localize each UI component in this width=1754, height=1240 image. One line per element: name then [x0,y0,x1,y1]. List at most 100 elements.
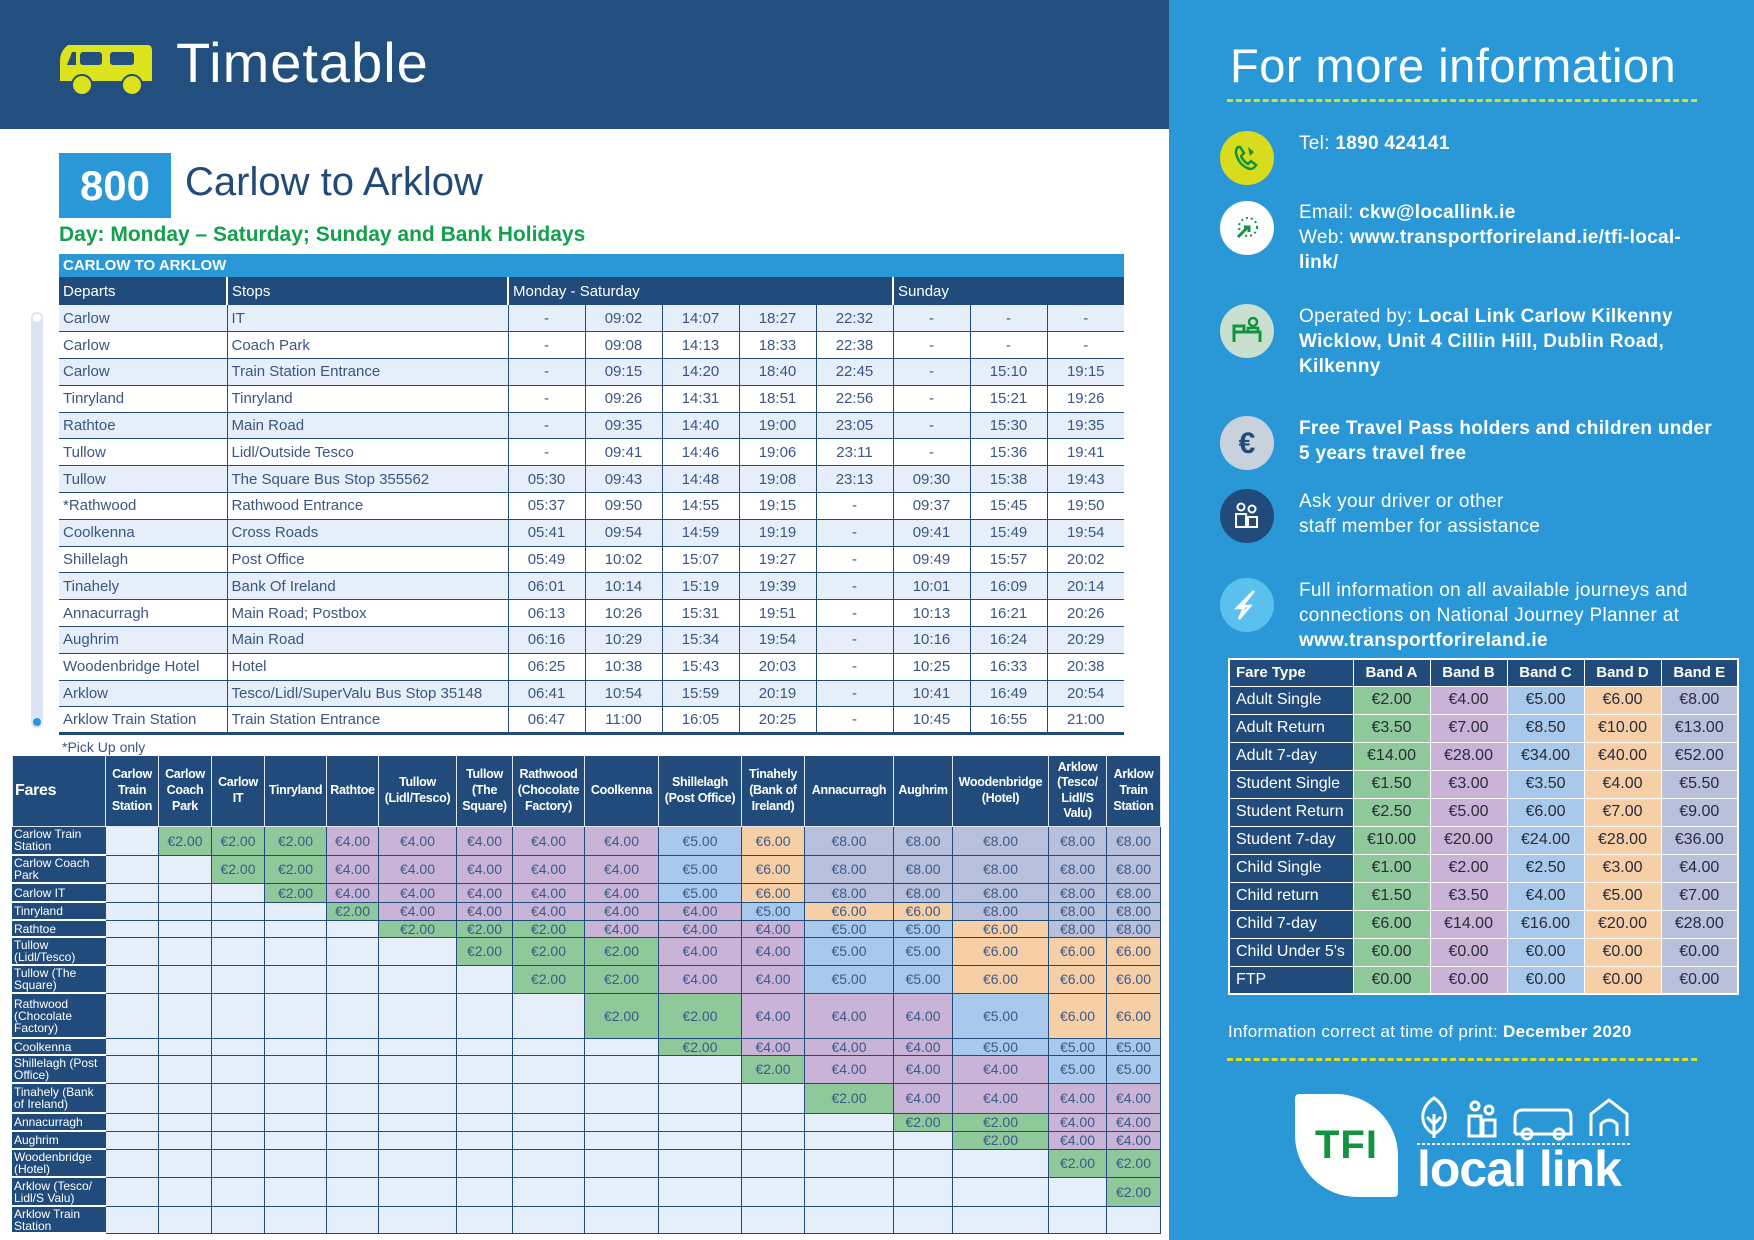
fare-cell [584,1205,659,1234]
web-click-icon [1220,201,1274,255]
fare-cell: €8.00 [1106,882,1161,903]
fare-column-header: Tullow (Lidl/Tesco) [378,756,457,827]
departs-cell: Tullow [59,465,228,494]
timetable-row: Carlow IT -09:02 14:07 18:27 22:32- - - [59,305,1124,333]
band-fare-cell: €24.00 [1506,825,1585,855]
band-fare-cell: €0.00 [1352,937,1431,967]
fare-cell: €6.00 [741,854,805,884]
fare-cell: €4.00 [741,964,805,994]
band-fare-cell: €40.00 [1583,741,1662,771]
fare-cell: €5.00 [1048,1054,1107,1084]
time-cell: 10:01 [893,572,971,601]
col-departs: Departs [59,277,227,305]
fare-cell [512,1082,585,1114]
stop-cell: Tinryland [227,385,509,413]
time-cell: 09:54 [585,519,663,547]
fare-cell [804,1205,894,1234]
fare-cell [741,1176,805,1207]
operating-days: Day: Monday – Saturday; Sunday and Bank … [59,223,586,246]
info-text-5: Full information on all available journe… [1299,578,1719,653]
time-cell: - [816,626,894,654]
fare-column-header: Rathwood (Chocolate Factory) [512,756,585,827]
fare-cell [264,1037,327,1056]
fare-cell: €2.00 [378,919,457,938]
fare-cell: €2.00 [264,854,327,884]
fare-cell [211,1037,265,1056]
fare-cell [326,992,379,1039]
time-cell: 19:39 [739,572,817,601]
timetable-table: Departs Stops Monday - Saturday Sunday C… [59,277,1124,736]
fare-cell [211,1112,265,1132]
fare-cell [264,1130,327,1150]
fare-cell [105,919,159,938]
route-timeline [31,312,43,728]
band-row: Adult 7-day €14.00 €28.00 €34.00 €40.00 €52.0… [1228,741,1739,771]
fare-cell [456,1148,513,1178]
time-cell: 19:43 [1047,465,1124,494]
fare-column-header: Rathtoe [326,756,379,827]
fare-row-label: Aughrim [12,1130,106,1150]
time-cell: 06:47 [508,706,586,736]
phone-icon [1220,131,1274,185]
time-cell: 11:00 [585,706,663,736]
fare-cell: €2.00 [512,964,585,994]
fare-type-label: Child 7-day [1228,909,1354,939]
fare-cell [264,1176,327,1207]
direction-bar: CARLOW TO ARKLOW [59,254,1124,277]
fare-cell [211,901,265,921]
time-cell: - [816,572,894,601]
time-cell: 19:27 [739,546,817,574]
band-fare-cell: €6.00 [1506,797,1585,827]
band-fare-cell: €28.00 [1583,825,1662,855]
time-cell: 16:24 [970,626,1048,654]
fare-cell: €8.00 [1048,854,1107,884]
stop-cell: Main Road [227,412,509,440]
time-cell: 15:49 [970,519,1048,547]
timetable-header: Timetable [0,0,1169,129]
print-date: December 2020 [1503,1022,1632,1041]
fare-cell [378,1148,457,1178]
fare-cell [211,964,265,994]
fare-row: Aughrim €2.00 €4.00 €4.00 [12,1130,1161,1150]
timetable-row: Tullow The Square Bus Stop 355562 05:30 09:… [59,465,1124,494]
timetable-row: Annacurragh Main Road; Postbox 06:13 10:26 1… [59,599,1124,628]
time-cell: 09:15 [585,358,663,386]
fare-cell: €8.00 [804,854,894,884]
fare-cell: €4.00 [658,936,742,966]
fare-cell: €8.00 [1106,919,1161,938]
stop-cell: Hotel [227,653,509,681]
fare-cell [105,1148,159,1178]
fare-cell [584,1054,659,1084]
timeline-end-dot [33,718,41,726]
timetable-row: Rathtoe Main Road -09:35 14:40 19:00 23:05-15… [59,412,1124,440]
fare-row-label: Annacurragh [12,1112,106,1132]
fare-cell [512,1037,585,1056]
time-cell: 22:38 [816,331,894,360]
divider [1227,1058,1697,1061]
fare-cell [584,1130,659,1150]
band-fare-cell: €13.00 [1660,713,1739,743]
fare-cell [456,1205,513,1234]
time-cell: 10:29 [585,626,663,654]
fare-row: Rathtoe €2.00 €2.00 €2.00 €4.00 €4.00 €4.00 €5.… [12,919,1161,938]
fare-row: Tullow (Lidl/Tesco) €2.00 €2.00 €2.00 €4.00 €… [12,936,1161,966]
timetable-row: Arklow Train Station Train Station Entran… [59,706,1124,736]
fare-cell: €5.00 [658,882,742,903]
band-row: Child Under 5's €0.00 €0.00 €0.00 €0.00 €0.00 [1228,937,1739,967]
fare-cell: €4.00 [952,1082,1049,1114]
fare-cell [952,1148,1049,1178]
fare-cell [326,1112,379,1132]
fare-cell [211,882,265,903]
time-cell: - [970,305,1048,333]
fare-cell: €8.00 [1048,919,1107,938]
band-row: Student 7-day €10.00 €20.00 €24.00 €28.00 €36… [1228,825,1739,855]
time-cell: 10:26 [585,599,663,628]
band-fare-cell: €2.50 [1506,853,1585,883]
band-row: Child return €1.50 €3.50 €4.00 €5.00 €7.00 [1228,881,1739,911]
fare-cell [893,1130,953,1150]
info-text-2: Operated by: Local Link Carlow Kilkenny … [1299,304,1719,379]
fare-column-header: Shillelagh (Post Office) [658,756,742,827]
time-cell: 09:41 [893,519,971,547]
fare-cell: €5.00 [1048,1037,1107,1056]
fare-cell: €2.00 [158,825,212,856]
